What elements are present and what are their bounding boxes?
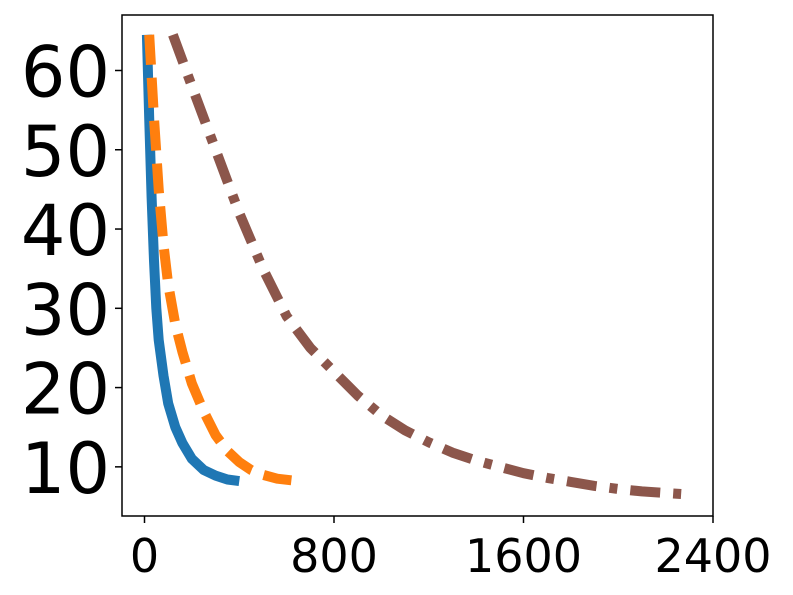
x-tick-label: 2400 <box>654 529 771 583</box>
plot-frame <box>121 14 714 517</box>
x-tick-label: 1600 <box>465 529 582 583</box>
series-layer <box>141 33 690 500</box>
series-line-3 <box>168 33 690 500</box>
y-tick-label: 50 <box>21 111 110 193</box>
y-tick-label: 40 <box>21 190 110 272</box>
x-tick-label: 800 <box>290 529 378 583</box>
x-tick-label: 0 <box>130 529 159 583</box>
y-tick-label: 10 <box>21 428 110 510</box>
y-tick-label: 20 <box>21 349 110 431</box>
series-line-1 <box>141 34 240 487</box>
series-line-2 <box>144 34 292 486</box>
y-tick-label: 30 <box>21 269 110 351</box>
y-tick-label: 60 <box>21 31 110 113</box>
x-axis: 0 800 1600 2400 <box>130 516 772 583</box>
